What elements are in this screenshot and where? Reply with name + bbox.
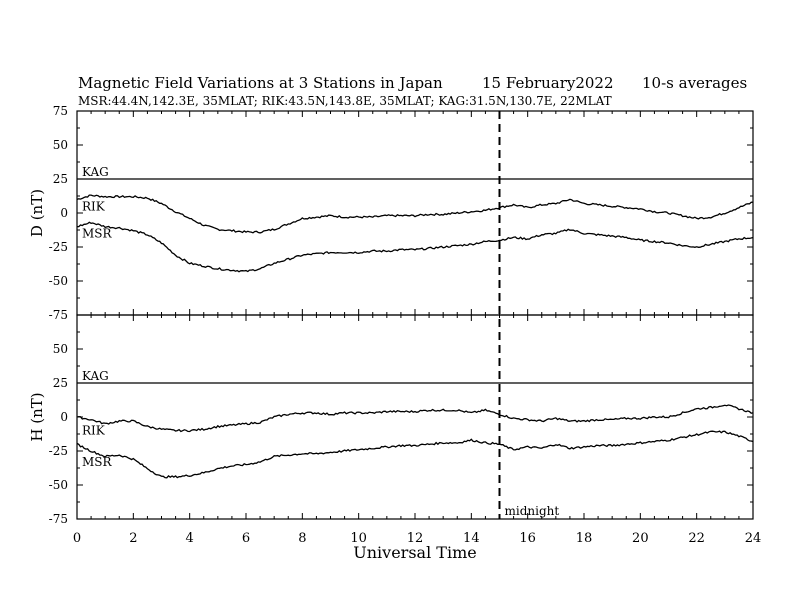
y-tick-label: -50 [49,478,68,492]
y-axis-label: D (nT) [28,189,46,237]
y-tick-label: -75 [49,512,68,526]
y-tick-label: 0 [60,410,68,424]
y-tick-label: -50 [49,274,68,288]
series-label-msr: MSR [82,455,113,469]
x-tick-label: 20 [632,531,649,546]
y-axis-label: H (nT) [28,392,46,441]
y-tick-label: 25 [53,172,68,186]
series-label-kag: KAG [82,165,109,179]
series-line-msr [76,430,754,479]
x-tick-label: 4 [186,531,194,546]
x-tick-label: 12 [407,531,424,546]
y-tick-label: -25 [49,240,68,254]
x-tick-label: 10 [350,531,367,546]
y-tick-label: -25 [49,444,68,458]
chart-date: 15 February2022 [482,74,614,92]
midnight-label: midnight [505,504,560,518]
series-line-msr [76,221,754,273]
series-line-rik [76,404,754,433]
station-info: MSR:44.4N,142.3E, 35MLAT; RIK:43.5N,143.… [78,94,612,108]
series-label-rik: RIK [82,199,106,213]
series-line-rik [76,194,754,234]
x-tick-label: 18 [576,531,593,546]
x-tick-label: 14 [463,531,480,546]
x-tick-label: 8 [298,531,306,546]
x-tick-label: 2 [129,531,137,546]
y-tick-label: 50 [53,138,68,152]
series-label-rik: RIK [82,424,106,438]
y-tick-label: 0 [60,206,68,220]
y-tick-label: 75 [53,104,68,118]
chart-title: Magnetic Field Variations at 3 Stations … [78,74,443,92]
y-tick-label: -75 [49,308,68,322]
x-tick-label: 16 [519,531,536,546]
x-tick-label: 24 [745,531,762,546]
x-tick-label: 0 [73,531,81,546]
x-tick-label: 22 [688,531,705,546]
x-axis-label: Universal Time [353,543,476,562]
series-label-kag: KAG [82,369,109,383]
y-tick-label: 25 [53,376,68,390]
chart-averaging: 10-s averages [642,74,748,92]
y-tick-label: 50 [53,342,68,356]
x-tick-label: 6 [242,531,250,546]
series-label-msr: MSR [82,227,113,241]
